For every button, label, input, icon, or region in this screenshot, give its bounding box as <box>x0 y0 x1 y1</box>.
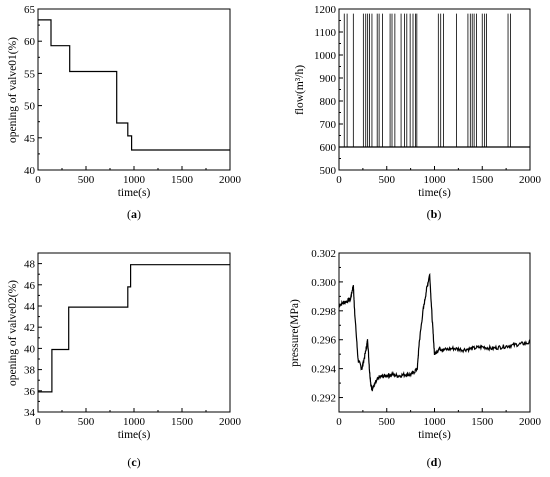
y-tick-label: 700 <box>320 119 337 131</box>
y-tick-label: 1200 <box>314 4 337 16</box>
panel-caption-letter: c <box>131 455 137 469</box>
x-axis-title: time(s) <box>118 429 151 441</box>
y-tick-label: 44 <box>24 301 36 313</box>
y-tick-label: 900 <box>320 73 337 85</box>
x-tick-label: 1000 <box>424 416 447 428</box>
x-tick-label: 1500 <box>171 416 194 428</box>
y-tick-label: 45 <box>24 133 36 145</box>
y-tick-label: 65 <box>24 4 36 16</box>
y-tick-label: 0.292 <box>311 393 336 405</box>
x-tick-label: 500 <box>379 416 396 428</box>
y-axis-title: flow(m³/h) <box>294 65 306 115</box>
y-tick-label: 48 <box>24 259 36 271</box>
y-tick-label: 36 <box>24 386 36 398</box>
panel-a-valve01-opening: 0 500 1000 1500 2000 40 45 50 55 60 65 time(s) openi… <box>7 4 242 221</box>
y-tick-label: 800 <box>320 96 337 108</box>
plot-frame <box>338 252 531 413</box>
x-tick-label: 500 <box>379 174 396 186</box>
y-axis-title: pressure(MPa) <box>289 299 301 367</box>
x-tick-label: 2000 <box>219 174 242 186</box>
y-tick-label: 0.294 <box>311 364 336 376</box>
x-tick-label: 1000 <box>123 416 146 428</box>
y-tick-label: 1100 <box>314 27 336 39</box>
panel-caption-letter: a <box>131 207 137 221</box>
y-tick-label: 500 <box>320 165 337 177</box>
y-axis-title: opening of valve02(%) <box>7 280 19 386</box>
y-tick-label: 0.300 <box>311 277 336 289</box>
series-line <box>338 272 531 392</box>
panel-d-pressure: 0 500 1000 1500 2000 0.292 0.294 0.296 0.298 0.30… <box>289 248 542 469</box>
y-tick-label: 50 <box>24 101 36 113</box>
x-tick-label: 0 <box>35 174 41 186</box>
x-axis-title: time(s) <box>118 187 151 199</box>
series-line <box>38 264 230 393</box>
y-tick-label: 1000 <box>314 50 337 62</box>
panel-caption: (b) <box>427 207 442 221</box>
y-tick-label: 55 <box>24 68 36 80</box>
panel-c-valve02-opening: 0 500 1000 1500 2000 34 36 38 40 42 44 46 48 time(s) o… <box>7 252 242 469</box>
y-axis-title: opening of valve01(%) <box>7 37 19 143</box>
y-tick-label: 40 <box>24 165 36 177</box>
x-tick-label: 1000 <box>424 174 447 186</box>
y-tick-label: 42 <box>24 322 35 334</box>
panel-caption: (a) <box>127 207 141 221</box>
panel-caption-letter: d <box>431 455 438 469</box>
x-tick-label: 500 <box>78 174 95 186</box>
series-line <box>38 19 230 151</box>
x-tick-label: 2000 <box>219 416 242 428</box>
x-tick-label: 1000 <box>123 174 146 186</box>
x-tick-label: 2000 <box>519 174 542 186</box>
panel-b-flow: 0 500 1000 1500 2000500600700800900100011001… <box>294 4 542 221</box>
plot-frame <box>37 252 231 413</box>
x-tick-label: 0 <box>336 174 342 186</box>
plot-frame <box>37 8 231 171</box>
y-tick-label: 0.296 <box>311 335 336 347</box>
y-tick-label: 0.302 <box>311 248 336 260</box>
x-tick-label: 1500 <box>471 416 494 428</box>
x-axis-title: time(s) <box>418 429 451 441</box>
panel-caption-letter: b <box>431 207 438 221</box>
x-tick-label: 1500 <box>171 174 194 186</box>
x-tick-label: 500 <box>78 416 95 428</box>
x-tick-label: 2000 <box>519 416 542 428</box>
y-tick-label: 46 <box>24 280 36 292</box>
y-tick-label: 60 <box>24 36 36 48</box>
panel-caption: (c) <box>127 455 140 469</box>
panel-caption: (d) <box>427 455 442 469</box>
x-tick-label: 1500 <box>471 174 494 186</box>
x-tick-label: 0 <box>336 416 342 428</box>
y-tick-label: 600 <box>320 142 337 154</box>
y-tick-label: 34 <box>24 407 36 419</box>
x-tick-label: 0 <box>35 416 41 428</box>
y-tick-label: 38 <box>24 365 36 377</box>
y-tick-label: 40 <box>24 343 36 355</box>
x-axis-title: time(s) <box>418 187 451 199</box>
y-tick-label: 0.298 <box>311 306 336 318</box>
